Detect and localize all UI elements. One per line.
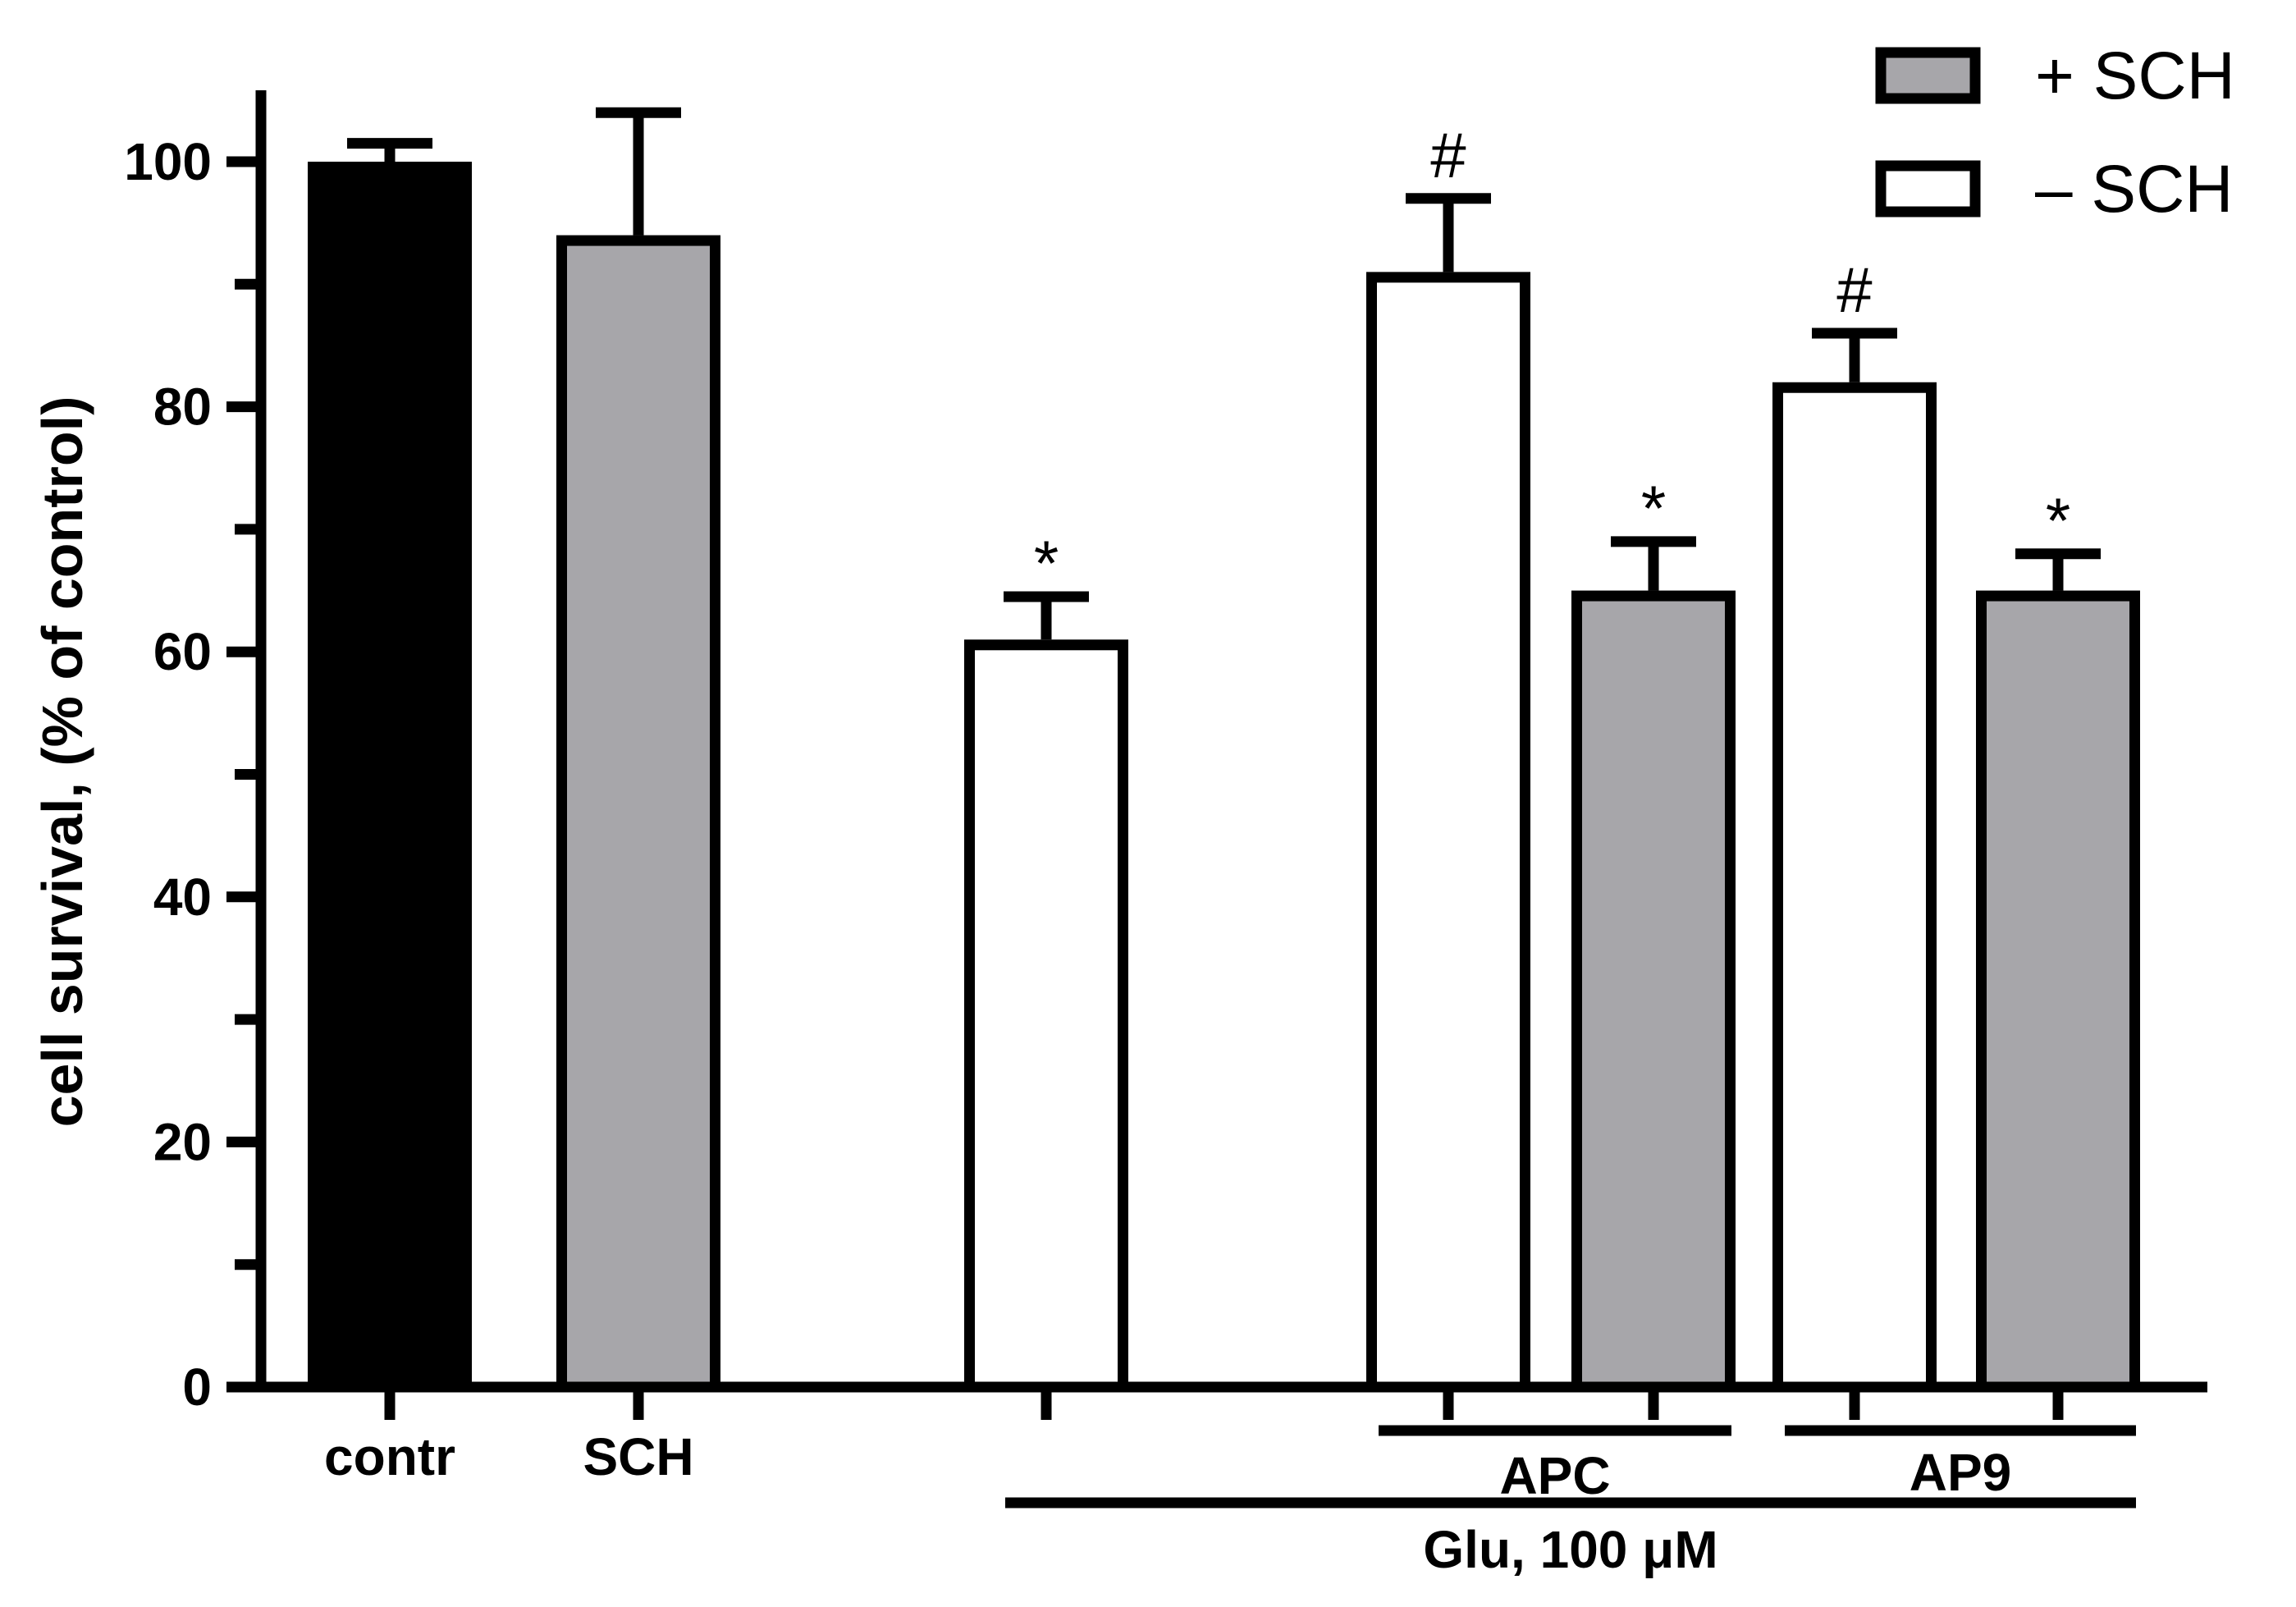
category-label-contr: contr: [324, 1427, 455, 1486]
bar-apc-minus: [1366, 272, 1530, 1393]
y-tick-label: 20: [153, 1112, 212, 1171]
group-label-apc: APC: [1499, 1446, 1610, 1505]
significance-star: *: [2046, 484, 2070, 556]
bar-apc-plus: [1571, 590, 1736, 1393]
bar-glu: [964, 639, 1128, 1393]
y-tick-label: 60: [153, 622, 212, 681]
bar-ap9-plus: [1976, 590, 2140, 1393]
bar-group-apc-minus: #: [1366, 119, 1530, 1393]
bar-contr: [308, 162, 472, 1393]
group-label-ap9: AP9: [1910, 1443, 2012, 1502]
bar-group-glu: *: [964, 527, 1128, 1393]
category-label-sch: SCH: [583, 1427, 693, 1486]
x-axis: contr SCH APC AP9 Glu, 100 μM: [255, 1381, 2207, 1579]
significance-star: *: [1034, 527, 1059, 599]
legend: + SCH – SCH: [1875, 39, 2235, 227]
significance-hash: #: [1430, 119, 1466, 191]
significance-star: *: [1641, 472, 1666, 544]
bar-ap9-minus: [1772, 382, 1937, 1393]
y-tick-label: 80: [153, 378, 212, 437]
bar-group-ap9-minus: #: [1772, 254, 1937, 1393]
significance-hash: #: [1836, 254, 1872, 326]
legend-swatch: [1875, 160, 1981, 217]
y-tick-label: 100: [124, 132, 212, 191]
legend-label: + SCH: [2035, 39, 2235, 113]
group-label-glu: Glu, 100 μM: [1423, 1520, 1717, 1579]
bar-group-apc-plus: *: [1571, 472, 1736, 1393]
bar-group-contr: [308, 138, 472, 1393]
y-axis-title: cell survival, (% of control): [30, 396, 94, 1128]
legend-swatch: [1875, 47, 1981, 104]
y-tick-label: 0: [182, 1357, 212, 1417]
y-axis: 0 20 40 60 80 100 cell survival, (% of control…: [30, 90, 267, 1417]
bars: * # * # *: [308, 107, 2140, 1393]
bar-group-ap9-plus: *: [1976, 484, 2140, 1393]
legend-label: – SCH: [2035, 152, 2234, 227]
y-tick-label: 40: [153, 868, 212, 927]
bar-group-sch: [556, 107, 720, 1393]
bar-sch: [556, 235, 720, 1393]
